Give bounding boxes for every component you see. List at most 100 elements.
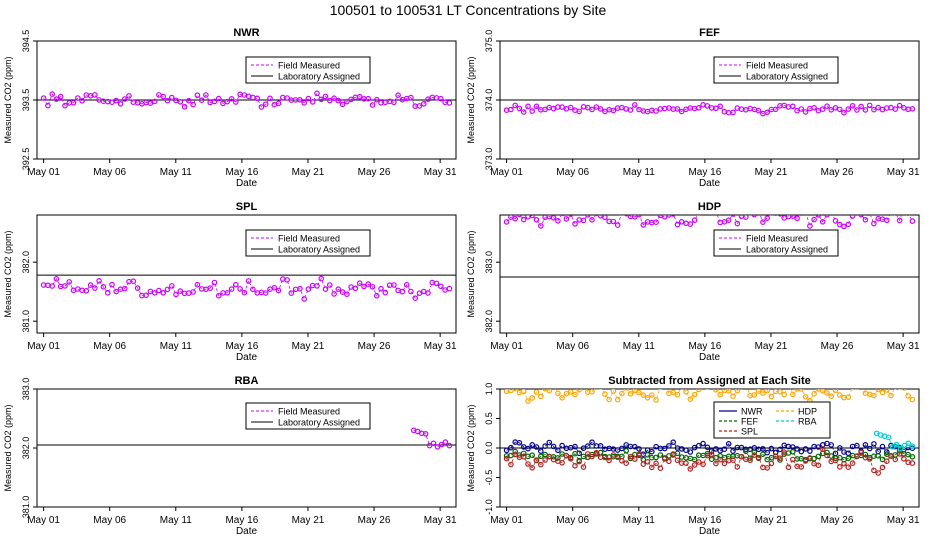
x-tick-label: May 16 xyxy=(225,167,258,178)
series-hdp-point xyxy=(705,389,710,390)
x-tick-label: May 21 xyxy=(292,167,325,178)
field-measured-point xyxy=(365,95,372,102)
field-measured-point xyxy=(391,282,397,288)
series-hdp-point xyxy=(893,389,897,390)
field-measured-point xyxy=(160,93,167,100)
y-tick-label: 383.0 xyxy=(21,378,31,401)
field-measured-point xyxy=(143,292,149,299)
field-measured-point xyxy=(318,96,325,103)
legend-label-lab: Laboratory Assigned xyxy=(278,418,360,428)
series-nwr-point xyxy=(516,439,523,446)
x-tick-label: May 11 xyxy=(623,167,655,178)
field-measured-point xyxy=(425,290,431,296)
series-spl-point xyxy=(883,458,890,465)
y-tick-label: 381.0 xyxy=(21,496,31,519)
field-measured-point xyxy=(433,280,440,287)
field-measured-point xyxy=(627,107,634,113)
series-spl-point xyxy=(631,456,638,462)
series-spl-point xyxy=(832,457,839,464)
series-nwr-point xyxy=(854,442,860,449)
series-spl-point xyxy=(755,454,762,461)
field-measured-point xyxy=(862,107,869,113)
x-tick-label: May 31 xyxy=(887,515,920,526)
series-spl-point xyxy=(542,457,548,463)
series-nwr-point xyxy=(862,441,869,448)
field-measured-point xyxy=(309,99,316,105)
field-measured-point xyxy=(378,285,384,292)
series-hdp-point xyxy=(789,391,796,398)
series-hdp-point xyxy=(819,389,826,394)
field-measured-point xyxy=(254,95,261,102)
field-measured-point xyxy=(516,105,523,112)
series-spl-point xyxy=(819,446,826,452)
field-measured-point xyxy=(437,283,444,290)
series-hdp-point xyxy=(594,389,599,391)
series-spl-point xyxy=(537,461,544,468)
legend-label-field: Field Measured xyxy=(746,61,808,71)
legend-label-spl: SPL xyxy=(741,427,758,437)
series-spl-point xyxy=(777,455,783,462)
series-spl-point xyxy=(888,452,894,459)
field-measured-point xyxy=(284,277,290,283)
field-measured-point xyxy=(748,215,752,216)
field-measured-point xyxy=(764,215,771,222)
series-nwr-point xyxy=(503,447,510,454)
field-measured-point xyxy=(725,217,732,224)
series-fef-point xyxy=(845,455,852,462)
x-tick-label: May 11 xyxy=(160,515,192,526)
field-measured-point xyxy=(674,221,681,228)
panel-title: RBA xyxy=(235,375,259,387)
field-measured-point xyxy=(437,95,444,102)
series-hdp-point xyxy=(610,389,617,394)
series-rba-point xyxy=(901,442,908,449)
series-nwr-point xyxy=(768,445,775,452)
series-fef-point xyxy=(905,451,911,458)
field-measured-point xyxy=(636,215,642,218)
series-spl-point xyxy=(785,464,792,471)
field-measured-point xyxy=(361,283,367,290)
series-fef-point xyxy=(789,448,796,455)
series-nwr-point xyxy=(537,448,544,454)
field-measured-point xyxy=(631,102,638,108)
series-hdp-point xyxy=(636,389,642,396)
series-spl-point xyxy=(807,455,813,461)
series-spl-point xyxy=(721,460,728,467)
series-hdp-point xyxy=(798,389,805,392)
series-spl-point xyxy=(602,454,608,461)
series-hdp-point xyxy=(619,390,625,397)
series-hdp-point xyxy=(898,389,902,390)
x-tick-label: May 31 xyxy=(424,167,457,178)
field-measured-point xyxy=(849,103,856,109)
series-spl-point xyxy=(764,465,771,471)
panel-fef: FEF May 01 May 06 May 11 May 16 May 21 May 26 M… xyxy=(466,27,920,189)
field-measured-point xyxy=(777,215,783,217)
series-hdp-point xyxy=(811,390,817,397)
x-tick-label: May 21 xyxy=(292,515,325,526)
series-nwr-point xyxy=(721,446,728,453)
field-measured-point xyxy=(824,103,830,110)
field-measured-point xyxy=(339,101,346,108)
series-rba-point xyxy=(889,443,896,450)
series-nwr-point xyxy=(631,443,638,450)
field-measured-point xyxy=(83,287,90,294)
field-measured-point xyxy=(408,94,414,101)
series-fef-point xyxy=(836,454,843,461)
series-nwr-point xyxy=(807,448,813,454)
legend-label-field: Field Measured xyxy=(278,61,340,71)
field-measured-point xyxy=(130,278,137,285)
panel-diff: Subtracted from Assigned at Each Site May… xyxy=(466,375,920,537)
series-hdp-point xyxy=(854,389,860,390)
series-hdp-point xyxy=(713,389,719,393)
field-measured-point xyxy=(730,215,736,217)
field-measured-point xyxy=(674,106,681,112)
legend-label-field: Field Measured xyxy=(278,407,340,417)
x-tick-label: May 01 xyxy=(490,515,523,526)
field-measured-point xyxy=(704,103,711,109)
series-nwr-point xyxy=(802,446,809,452)
series-spl-point xyxy=(593,449,600,456)
series-spl-point xyxy=(798,464,805,470)
field-measured-point xyxy=(408,288,414,295)
field-measured-point xyxy=(122,96,128,102)
legend: NWR HDP FEF RBA SPL xyxy=(713,401,831,439)
